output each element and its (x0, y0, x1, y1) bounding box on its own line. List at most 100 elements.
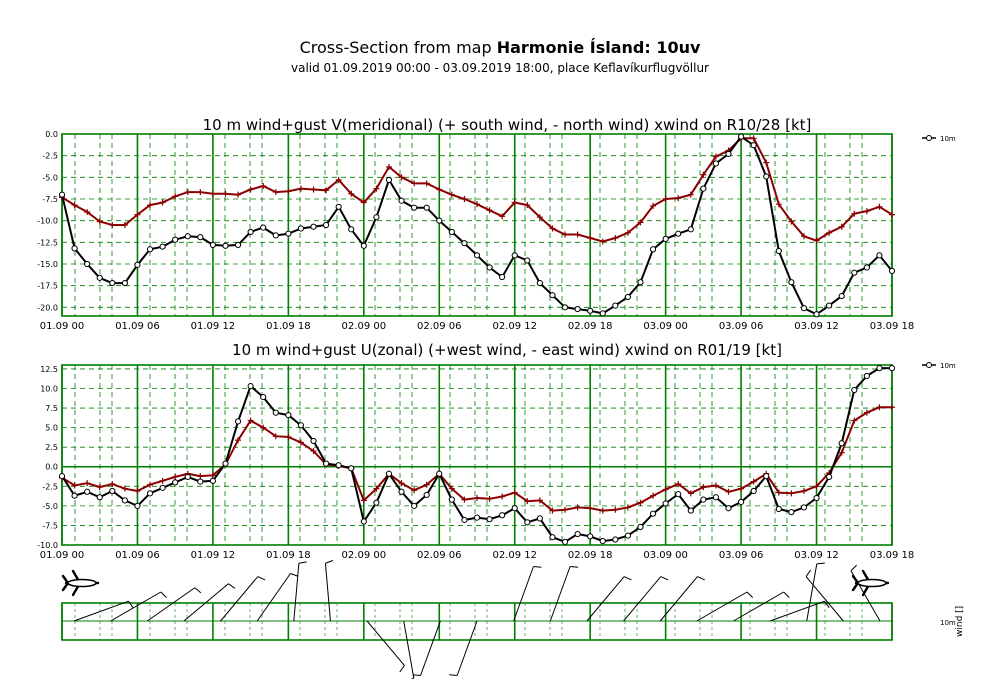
data-point-wind (788, 279, 795, 286)
data-point-wind (511, 505, 518, 512)
data-point-wind (385, 470, 393, 477)
data-point-gust (800, 488, 807, 494)
data-point-wind (260, 393, 267, 401)
data-point-gust (536, 214, 543, 221)
data-point-gust (436, 186, 443, 193)
data-point-wind (624, 532, 632, 539)
data-point-gust (876, 203, 883, 210)
data-point-wind (373, 499, 380, 506)
data-point-gust (411, 180, 418, 187)
data-point-wind (561, 538, 569, 545)
data-point-wind (800, 504, 808, 511)
wind-barb-staff (324, 563, 331, 622)
data-point-gust (687, 191, 694, 198)
data-point-wind (888, 267, 896, 275)
wind-barb (183, 583, 236, 622)
legend-marker (926, 362, 932, 368)
data-point-wind (461, 240, 468, 247)
data-point-wind (159, 484, 166, 491)
wind-barb (549, 565, 579, 622)
y-tick-label: 0.0 (45, 130, 58, 139)
wind-barb (733, 591, 790, 622)
wind-barb-feather (290, 573, 299, 577)
y-tick-label: -5.0 (42, 173, 58, 182)
data-point-wind (197, 234, 204, 241)
y-tick-label: 7.5 (45, 404, 58, 413)
data-point-wind (561, 304, 569, 311)
data-point-wind (146, 490, 154, 497)
data-point-wind (222, 460, 229, 467)
data-point-wind (649, 246, 657, 253)
x-tick-label: 01.09 06 (115, 550, 160, 561)
y-tick-label: -5.0 (42, 502, 58, 511)
data-point-wind (511, 252, 518, 259)
data-point-gust (612, 235, 619, 241)
wind-barb-feather (816, 562, 825, 565)
wind-barb-staff (623, 576, 662, 622)
data-point-gust (285, 188, 292, 195)
wind-barb-staff (420, 620, 441, 676)
data-point-gust (511, 199, 518, 206)
wind-barb-feather (228, 583, 236, 589)
data-point-gust (385, 163, 392, 170)
data-point-gust (662, 486, 669, 493)
data-point-gust (461, 196, 468, 202)
wind-barb-feather (533, 565, 542, 568)
data-point-gust (524, 498, 531, 505)
data-point-wind (209, 477, 217, 484)
wind-barb-staff (513, 566, 534, 622)
data-point-gust (851, 210, 858, 217)
data-point-wind (624, 293, 632, 301)
data-point-gust (474, 495, 480, 502)
y-tick-label: -2.5 (42, 482, 58, 491)
data-point-wind (272, 409, 279, 416)
wind-barb (146, 587, 202, 622)
data-point-gust (486, 495, 493, 502)
chart-panel-1: 10 m wind+gust V(meridional) (+ south wi… (37, 116, 956, 332)
data-point-wind (763, 173, 770, 180)
data-point-wind (876, 365, 883, 372)
data-point-wind (763, 473, 770, 480)
data-point-wind (574, 305, 581, 313)
data-point-wind (423, 204, 430, 211)
x-tick-label: 02.09 06 (417, 321, 462, 332)
wind-barb-feather (824, 600, 830, 609)
wind-barb (449, 620, 478, 677)
data-point-wind (599, 310, 606, 317)
wind-barb (513, 565, 542, 622)
wind-barb (110, 591, 167, 622)
data-point-wind (310, 223, 317, 230)
data-point-gust (184, 189, 191, 196)
data-point-gust (549, 507, 556, 514)
x-tick-label: 01.09 12 (191, 550, 236, 561)
y-tick-label: -17.5 (37, 282, 58, 291)
panel-title: 10 m wind+gust V(meridional) (+ south wi… (203, 116, 812, 134)
wind-level-label: 10m (940, 619, 956, 627)
x-tick-label: 01.09 00 (40, 321, 85, 332)
data-point-gust (574, 231, 581, 238)
data-point-gust (411, 487, 418, 494)
data-point-gust (800, 233, 807, 240)
data-point-wind (524, 519, 531, 526)
data-point-gust (838, 449, 845, 456)
data-point-wind (549, 534, 556, 541)
wind-barb-staff (183, 583, 229, 622)
data-point-wind (448, 228, 455, 236)
data-point-wind (888, 365, 896, 372)
data-point-gust (235, 191, 242, 198)
data-point-gust (96, 484, 103, 491)
y-tick-label: 0.0 (45, 463, 58, 472)
series-wind (58, 365, 896, 545)
wind-barb-feather (783, 591, 790, 599)
data-point-wind (662, 235, 669, 242)
wind-unit-label: wind [] (955, 606, 965, 637)
data-point-wind (84, 260, 91, 268)
data-point-gust (172, 473, 179, 480)
series-gust (59, 135, 895, 245)
wind-barb-staff (110, 591, 162, 622)
x-tick-label: 01.09 06 (115, 321, 160, 332)
title-prefix: Cross-Section from map (299, 38, 492, 57)
wind-barb-feather (160, 591, 167, 599)
data-point-gust (84, 209, 91, 215)
data-point-gust (863, 208, 870, 215)
